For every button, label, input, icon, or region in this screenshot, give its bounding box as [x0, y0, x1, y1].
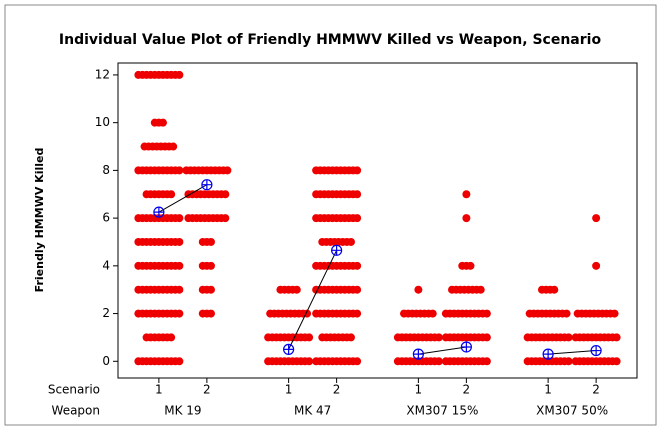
- data-dot: [305, 333, 314, 342]
- data-dot: [175, 237, 184, 246]
- mean-marker-cross: [591, 345, 602, 356]
- mean-marker-cross: [461, 341, 472, 352]
- data-dot: [476, 285, 485, 294]
- data-dot: [610, 309, 619, 318]
- data-dot: [206, 261, 215, 270]
- data-dot: [346, 237, 355, 246]
- y-tick-label: 8: [102, 163, 110, 177]
- data-dot: [482, 333, 491, 342]
- data-dot: [482, 357, 491, 366]
- mean-marker-cross: [153, 207, 164, 218]
- data-dot: [158, 118, 167, 127]
- weapon-label: MK 19: [164, 404, 201, 418]
- data-dot: [167, 190, 176, 199]
- data-dot: [175, 166, 184, 175]
- data-dot: [353, 261, 362, 270]
- mean-marker-cross: [331, 245, 342, 256]
- data-dot: [353, 357, 362, 366]
- data-dot: [175, 357, 184, 366]
- data-dot: [414, 285, 423, 294]
- data-dot: [353, 166, 362, 175]
- row-label: Scenario: [48, 383, 100, 397]
- data-dot: [175, 285, 184, 294]
- y-axis-label: Friendly HMMWV Killed: [33, 148, 46, 293]
- data-dot: [353, 214, 362, 223]
- scenario-label: 2: [463, 383, 471, 397]
- scenario-label: 2: [592, 383, 600, 397]
- data-dot: [612, 333, 621, 342]
- scenario-label: 1: [415, 383, 423, 397]
- mean-connect-line: [418, 346, 467, 355]
- data-dot: [206, 237, 215, 246]
- data-dot: [353, 285, 362, 294]
- data-dot: [592, 261, 601, 270]
- chart-title: Individual Value Plot of Friendly HMMWV …: [59, 32, 602, 48]
- row-label: Weapon: [52, 404, 100, 418]
- y-tick-label: 12: [95, 67, 110, 81]
- data-dot: [482, 309, 491, 318]
- data-dot: [221, 190, 230, 199]
- data-dot: [175, 261, 184, 270]
- scenario-label: 2: [203, 383, 211, 397]
- data-dot: [434, 357, 443, 366]
- data-dot: [562, 309, 571, 318]
- weapon-label: XM307 15%: [406, 404, 478, 418]
- y-tick-label: 10: [95, 115, 110, 129]
- data-dot: [462, 190, 471, 199]
- data-dot: [175, 309, 184, 318]
- data-dot: [353, 309, 362, 318]
- data-dot: [206, 309, 215, 318]
- data-dot: [206, 285, 215, 294]
- scenario-label: 1: [155, 383, 163, 397]
- data-dot: [564, 357, 573, 366]
- scenario-label: 1: [544, 383, 552, 397]
- data-dot: [353, 190, 362, 199]
- mean-marker-cross: [283, 344, 294, 355]
- data-dot: [462, 214, 471, 223]
- y-tick-label: 2: [102, 306, 110, 320]
- data-dot: [292, 285, 301, 294]
- mean-marker-cross: [201, 179, 212, 190]
- data-dot: [175, 70, 184, 79]
- scenario-label: 2: [333, 383, 341, 397]
- mean-marker-cross: [413, 349, 424, 360]
- mean-connect-line: [158, 184, 208, 213]
- weapon-label: MK 47: [294, 404, 331, 418]
- mean-marker-cross: [543, 349, 554, 360]
- weapon-label: XM307 50%: [536, 404, 608, 418]
- y-tick-label: 0: [102, 354, 110, 368]
- data-dot: [169, 142, 178, 151]
- data-dot: [550, 285, 559, 294]
- data-dot: [612, 357, 621, 366]
- mean-connect-line: [548, 350, 597, 355]
- data-dot: [221, 214, 230, 223]
- data-dot: [305, 357, 314, 366]
- data-dot: [175, 214, 184, 223]
- data-dot: [346, 333, 355, 342]
- data-dot: [466, 261, 475, 270]
- data-dot: [167, 333, 176, 342]
- data-dot: [592, 214, 601, 223]
- data-dot: [428, 309, 437, 318]
- data-dot: [564, 333, 573, 342]
- mean-connect-line: [288, 250, 338, 350]
- y-tick-label: 6: [102, 211, 110, 225]
- scenario-label: 1: [285, 383, 293, 397]
- data-dot: [434, 333, 443, 342]
- y-tick-label: 4: [102, 258, 110, 272]
- data-dot: [223, 166, 232, 175]
